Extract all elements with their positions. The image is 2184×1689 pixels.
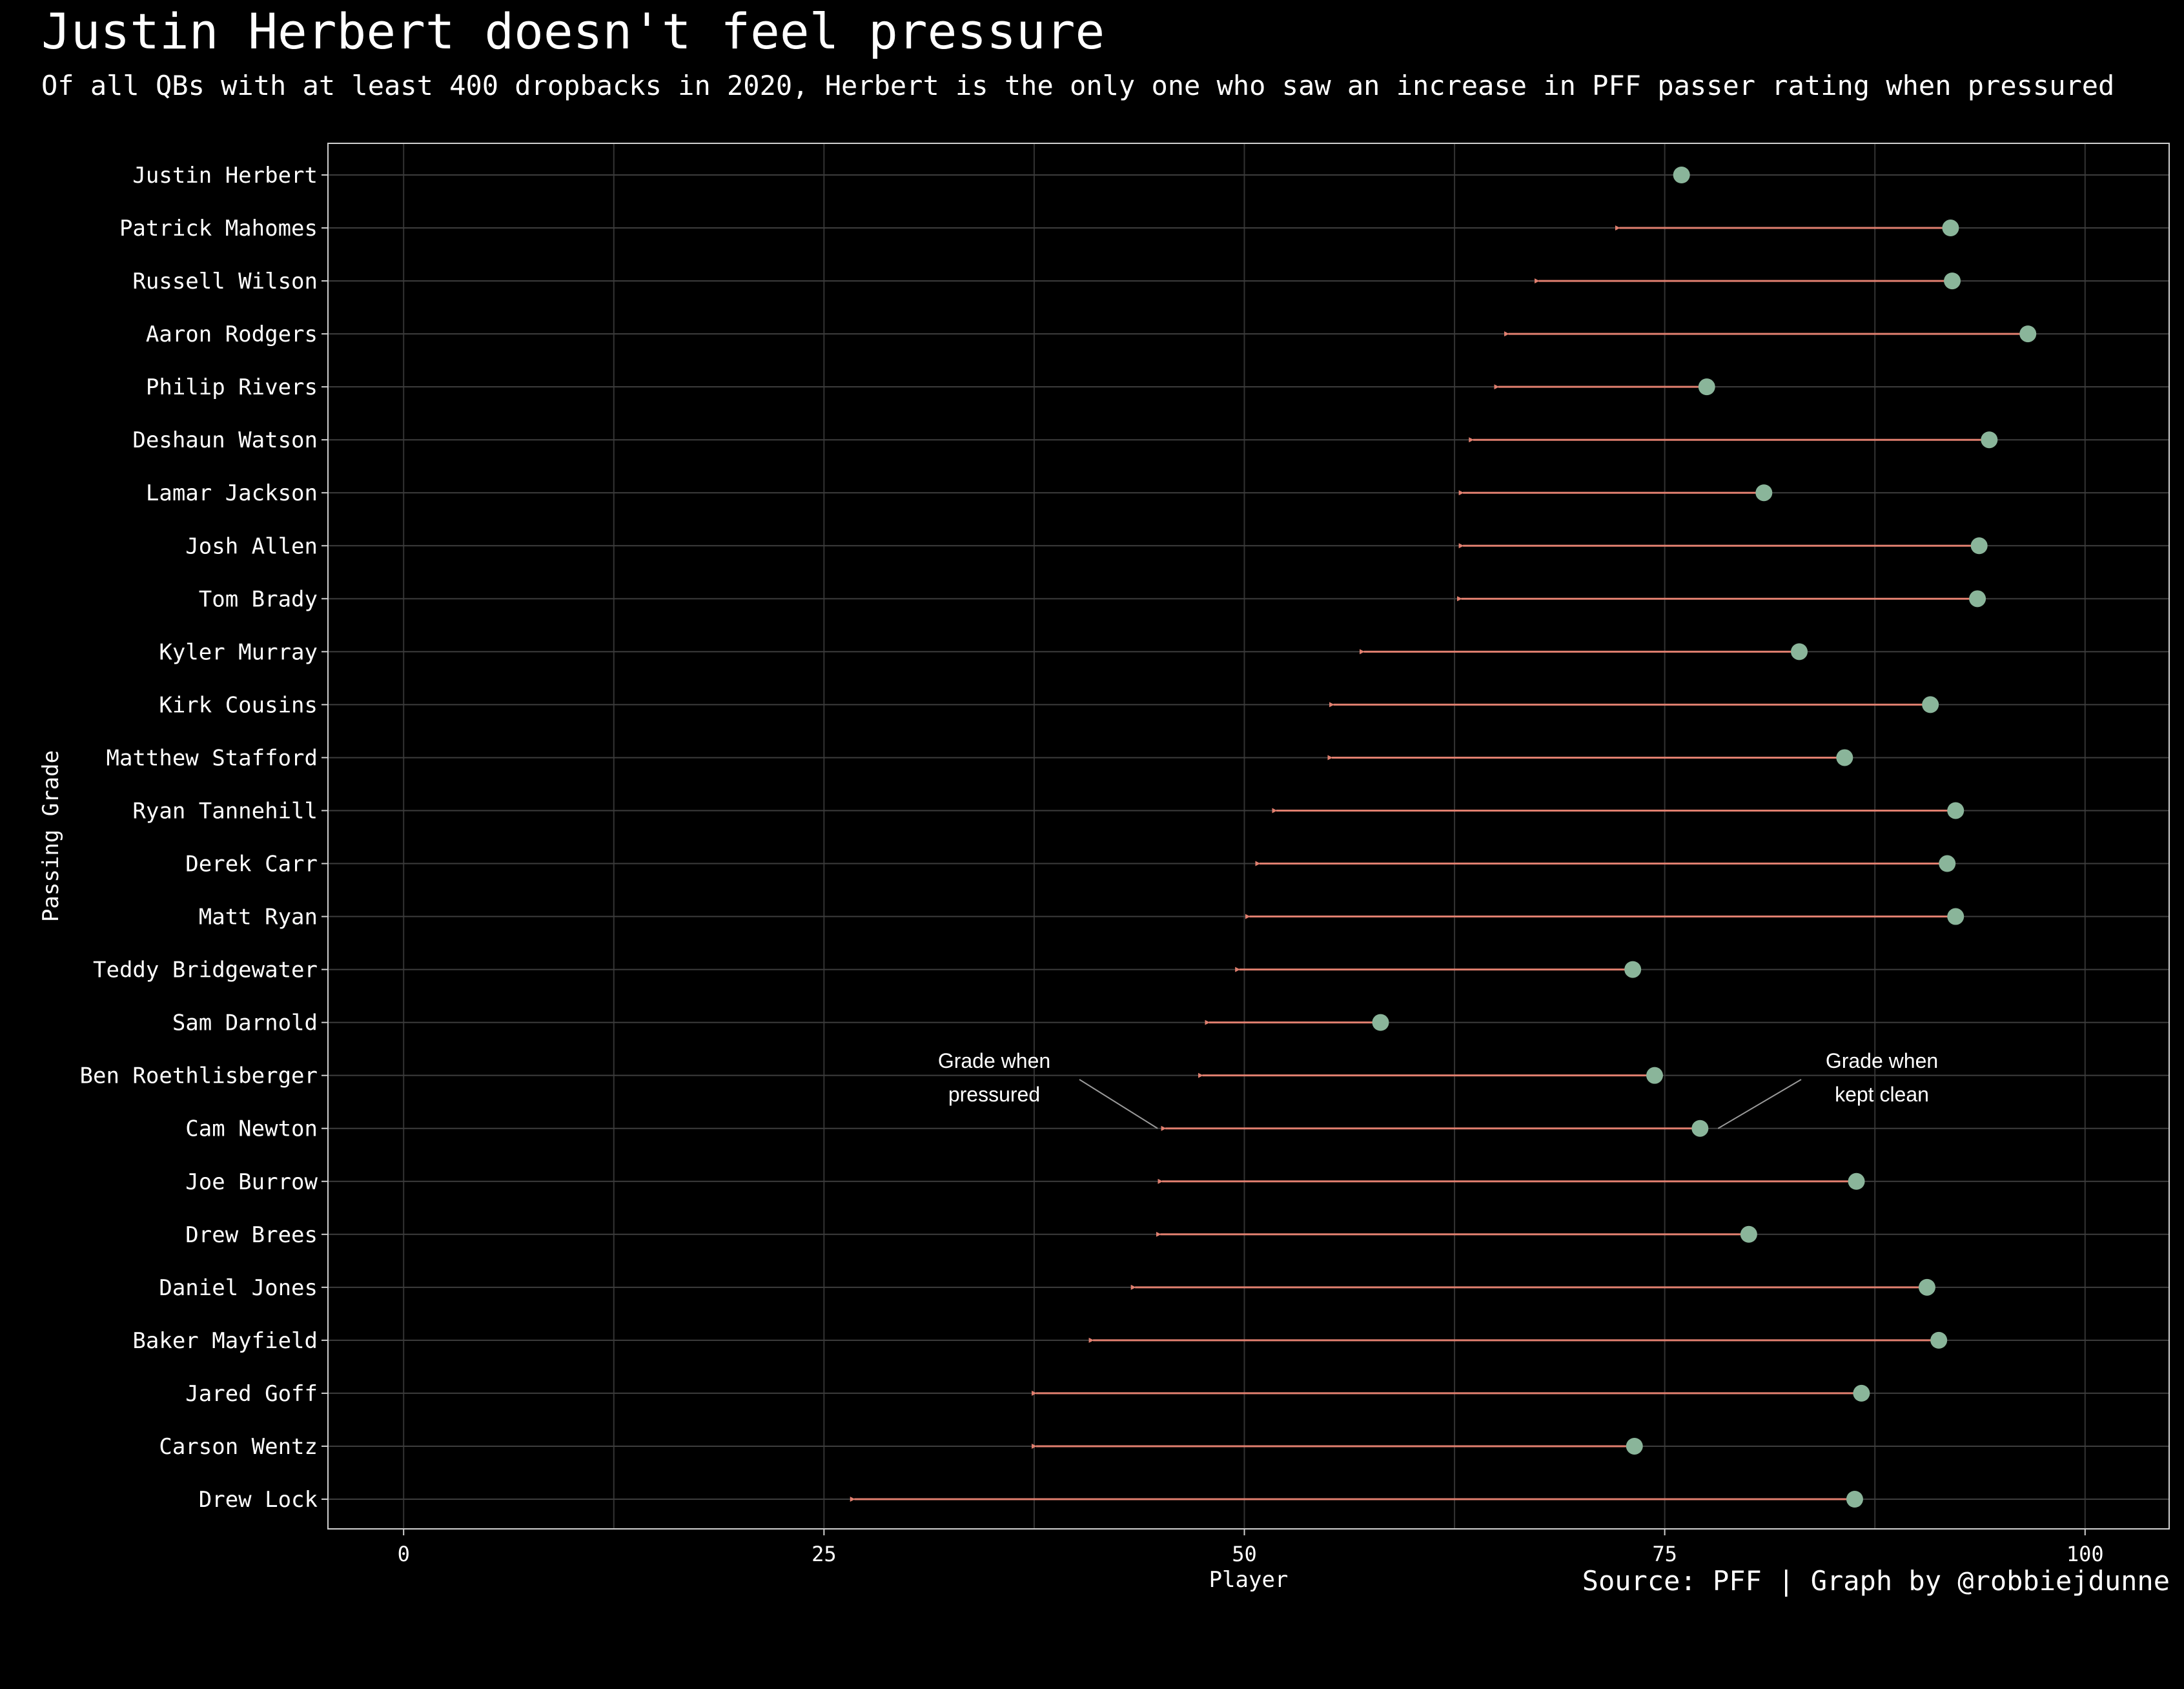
clean-grade-point xyxy=(1846,1491,1863,1508)
x-tick-label: 50 xyxy=(1232,1542,1257,1566)
clean-grade-point xyxy=(2019,325,2037,343)
y-tick-label: Aaron Rodgers xyxy=(146,322,318,347)
series-layer xyxy=(850,167,2037,1508)
x-axis-title: Player xyxy=(1209,1567,1289,1593)
grid-layer xyxy=(328,143,2169,1529)
clean-grade-point xyxy=(1853,1384,1870,1402)
clean-grade-point xyxy=(1691,1120,1709,1137)
x-tick-label: 100 xyxy=(2067,1542,2104,1566)
y-tick-label: Deshaun Watson xyxy=(132,427,318,453)
y-tick-label: Jared Goff xyxy=(185,1381,318,1407)
clean-grade-point xyxy=(1740,1225,1757,1243)
annotation-leader xyxy=(1717,1079,1802,1129)
y-tick-label: Drew Brees xyxy=(185,1222,318,1248)
y-tick-label: Joe Burrow xyxy=(185,1169,318,1195)
x-tick-label: 0 xyxy=(398,1542,410,1566)
clean-grade-point xyxy=(1970,537,1988,555)
y-tick-label: Daniel Jones xyxy=(159,1275,318,1301)
clean-grade-point xyxy=(1646,1067,1664,1084)
y-tick-label: Kirk Cousins xyxy=(159,692,318,718)
annotation-text: pressured xyxy=(948,1083,1040,1106)
y-tick-label: Kyler Murray xyxy=(159,639,318,665)
clean-grade-point xyxy=(1848,1172,1865,1190)
clean-grade-point xyxy=(1930,1331,1948,1349)
clean-grade-point xyxy=(1969,590,1986,608)
clean-grade-point xyxy=(1673,167,1690,183)
clean-grade-point xyxy=(1918,1278,1935,1296)
y-tick-label: Josh Allen xyxy=(185,533,318,559)
y-tick-label: Ryan Tannehill xyxy=(132,798,318,824)
axis-layer: Justin Herbert Patrick Mahomes Russell Wil… xyxy=(38,143,2170,1593)
y-tick-label: Philip Rivers xyxy=(146,374,318,400)
clean-grade-point xyxy=(1944,272,1961,290)
y-tick-label: Teddy Bridgewater xyxy=(93,957,318,983)
clean-grade-point xyxy=(1939,855,1956,872)
y-tick-label: Carson Wentz xyxy=(159,1434,318,1460)
y-tick-label: Cam Newton xyxy=(185,1116,318,1142)
clean-grade-point xyxy=(1947,908,1965,925)
annotation-text: Grade when xyxy=(1826,1049,1938,1072)
chart-caption: Source: PFF | Graph by @robbiejdunne xyxy=(1582,1565,2170,1597)
y-tick-label: Matthew Stafford xyxy=(106,745,318,771)
y-tick-label: Sam Darnold xyxy=(172,1010,318,1036)
y-tick-label: Drew Lock xyxy=(199,1487,318,1513)
clean-grade-point xyxy=(1942,220,1959,237)
clean-grade-point xyxy=(1698,378,1715,396)
annotation-leader xyxy=(1079,1079,1158,1129)
clean-grade-point xyxy=(1755,484,1773,502)
clean-grade-point xyxy=(1624,961,1642,978)
y-tick-label: Ben Roethlisberger xyxy=(80,1063,318,1089)
clean-grade-point xyxy=(1981,431,1998,449)
y-tick-label: Justin Herbert xyxy=(132,163,318,189)
clean-grade-point xyxy=(1626,1437,1643,1455)
x-tick-label: 25 xyxy=(811,1542,837,1566)
y-tick-label: Matt Ryan xyxy=(199,905,318,930)
clean-grade-point xyxy=(1372,1014,1389,1031)
y-tick-label: Baker Mayfield xyxy=(132,1328,318,1354)
clean-grade-point xyxy=(1836,749,1853,766)
clean-grade-point xyxy=(1947,802,1965,819)
y-axis-title: Passing Grade xyxy=(38,750,64,922)
y-tick-label: Lamar Jackson xyxy=(146,480,318,506)
y-tick-label: Patrick Mahomes xyxy=(119,216,318,241)
plot-border xyxy=(327,143,2170,1530)
chart-subtitle: Of all QBs with at least 400 dropbacks i… xyxy=(41,70,2115,101)
y-tick-label: Derek Carr xyxy=(185,852,318,877)
clean-grade-point xyxy=(1922,696,1939,713)
x-tick-label: 75 xyxy=(1652,1542,1677,1566)
y-tick-label: Russell Wilson xyxy=(132,269,318,294)
annotation-layer: Grade when pressured Grade when kept clean xyxy=(938,1049,1938,1129)
chart-title: Justin Herbert doesn't feel pressure xyxy=(41,3,1105,60)
y-tick-label: Tom Brady xyxy=(199,586,318,612)
annotation-text: kept clean xyxy=(1835,1083,1929,1106)
annotation-text: Grade when xyxy=(938,1049,1050,1072)
clean-grade-point xyxy=(1790,643,1808,660)
